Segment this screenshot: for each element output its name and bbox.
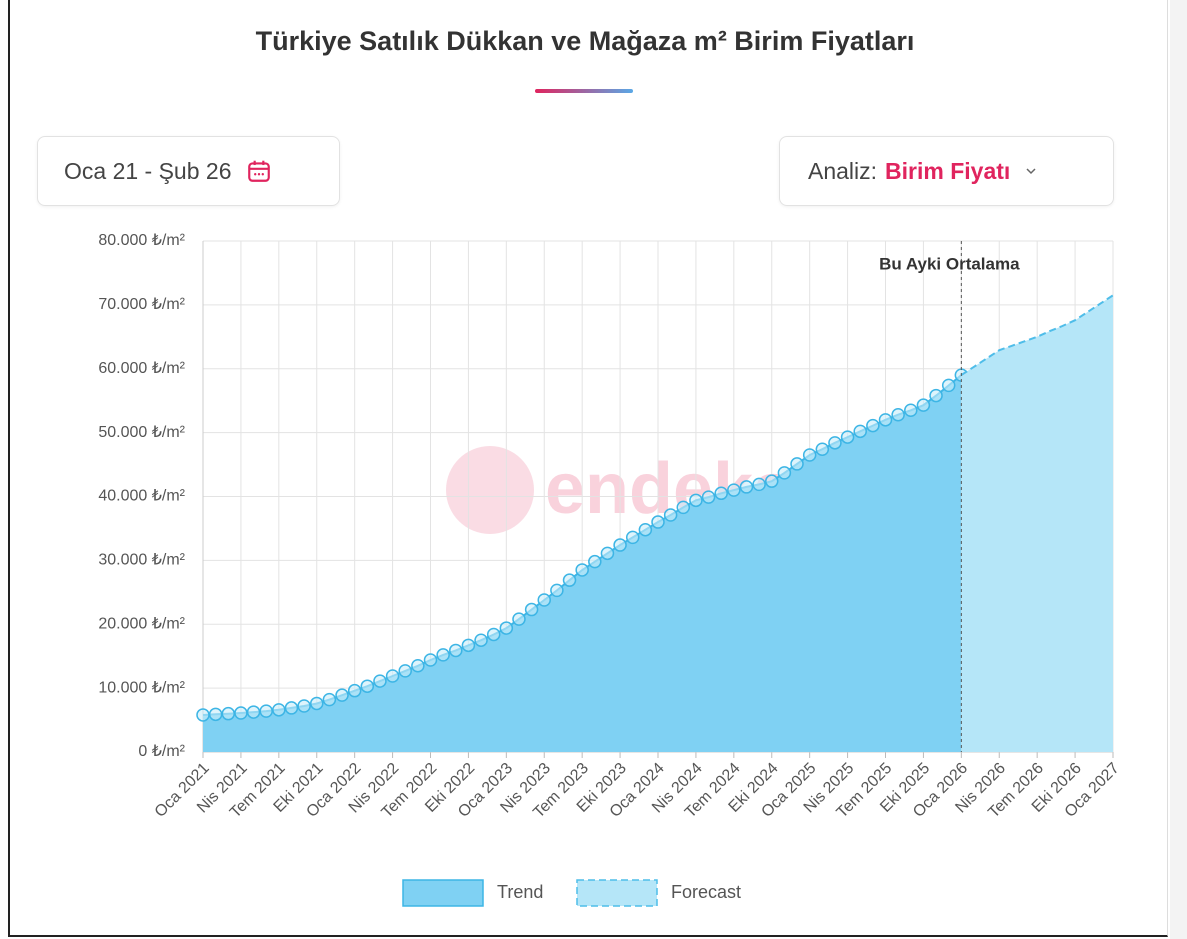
marker xyxy=(613,538,627,552)
chart-title: Türkiye Satılık Dükkan ve Mağaza m² Biri… xyxy=(255,26,915,56)
marker xyxy=(512,612,526,626)
marker xyxy=(840,430,855,444)
legend-label: Trend xyxy=(497,882,543,902)
marker xyxy=(625,530,640,545)
marker xyxy=(701,490,716,504)
date-range: Oca 21 - Şub 26 xyxy=(64,157,232,184)
marker xyxy=(916,398,931,412)
marker xyxy=(208,707,223,722)
marker xyxy=(398,664,412,678)
marker xyxy=(727,483,741,497)
analysis-label: Analiz: xyxy=(808,157,878,184)
marker xyxy=(411,659,425,673)
marker xyxy=(550,583,564,598)
marker xyxy=(196,708,210,722)
chevron xyxy=(1026,168,1036,175)
y-tick-label: 30.000 ₺/m² xyxy=(98,552,185,569)
marker xyxy=(765,474,779,488)
y-tick-label: 70.000 ₺/m² xyxy=(98,296,185,313)
marker xyxy=(689,493,703,508)
area xyxy=(961,295,1113,752)
marker xyxy=(676,500,691,515)
calendar-icon xyxy=(247,160,270,182)
marker xyxy=(752,477,766,492)
marker xyxy=(866,418,880,433)
marker xyxy=(221,706,236,721)
marker xyxy=(588,554,602,569)
marker xyxy=(335,688,349,702)
marker xyxy=(310,696,324,711)
marker xyxy=(878,413,893,427)
marker xyxy=(499,621,514,635)
marker xyxy=(297,699,311,713)
marker xyxy=(524,602,539,617)
marker xyxy=(234,706,248,720)
y-tick-label: 80.000 ₺/m² xyxy=(98,232,185,249)
y-tick-label: 20.000 ₺/m² xyxy=(98,615,185,632)
marker xyxy=(600,546,615,561)
legend-swatch xyxy=(576,879,658,907)
marker xyxy=(486,627,501,642)
legend-swatch xyxy=(402,879,484,907)
scrollbar xyxy=(1170,0,1187,939)
title-underline xyxy=(535,89,633,93)
y-tick-label: 60.000 ₺/m² xyxy=(98,360,185,377)
marker xyxy=(929,388,943,403)
analysis-value: Birim Fiyatı xyxy=(885,157,1011,184)
legend-label: Forecast xyxy=(671,882,741,902)
marker xyxy=(246,705,261,719)
marker xyxy=(347,683,362,698)
area xyxy=(203,375,962,752)
marker xyxy=(891,407,905,422)
y-tick-label: 50.000 ₺/m² xyxy=(98,424,185,441)
marker xyxy=(638,522,653,537)
marker xyxy=(714,486,728,501)
marker xyxy=(474,633,488,647)
y-tick-label: 40.000 ₺/m² xyxy=(98,488,185,505)
analysis-dropdown[interactable]: Analiz: Birim Fiyatı xyxy=(779,136,1114,206)
watermark-logo xyxy=(446,446,534,534)
marker xyxy=(436,648,450,662)
marker xyxy=(562,573,577,587)
marker xyxy=(663,508,678,522)
marker xyxy=(802,448,817,462)
frame xyxy=(8,0,1168,937)
marker xyxy=(461,638,476,653)
marker xyxy=(373,674,387,688)
marker xyxy=(537,593,551,607)
y-tick-label: 10.000 ₺/m² xyxy=(98,679,185,696)
marker xyxy=(815,442,830,456)
marker xyxy=(449,643,463,658)
marker xyxy=(853,424,867,439)
marker xyxy=(828,436,842,450)
marker xyxy=(575,563,589,577)
marker xyxy=(941,378,956,393)
y-tick-label: 0 ₺/m² xyxy=(138,743,185,760)
marker xyxy=(777,466,792,480)
marker xyxy=(651,515,665,529)
marker xyxy=(739,480,754,494)
marker xyxy=(385,669,400,683)
annotation-label: Bu Ayki Ortalama xyxy=(879,254,1020,273)
marker xyxy=(360,679,375,693)
marker xyxy=(790,457,804,471)
marker xyxy=(423,653,438,667)
marker xyxy=(272,703,286,717)
marker xyxy=(284,701,299,715)
marker xyxy=(322,692,337,707)
marker xyxy=(904,403,918,418)
date-range-button[interactable]: Oca 21 - Şub 26 xyxy=(37,136,340,206)
marker xyxy=(259,704,273,718)
